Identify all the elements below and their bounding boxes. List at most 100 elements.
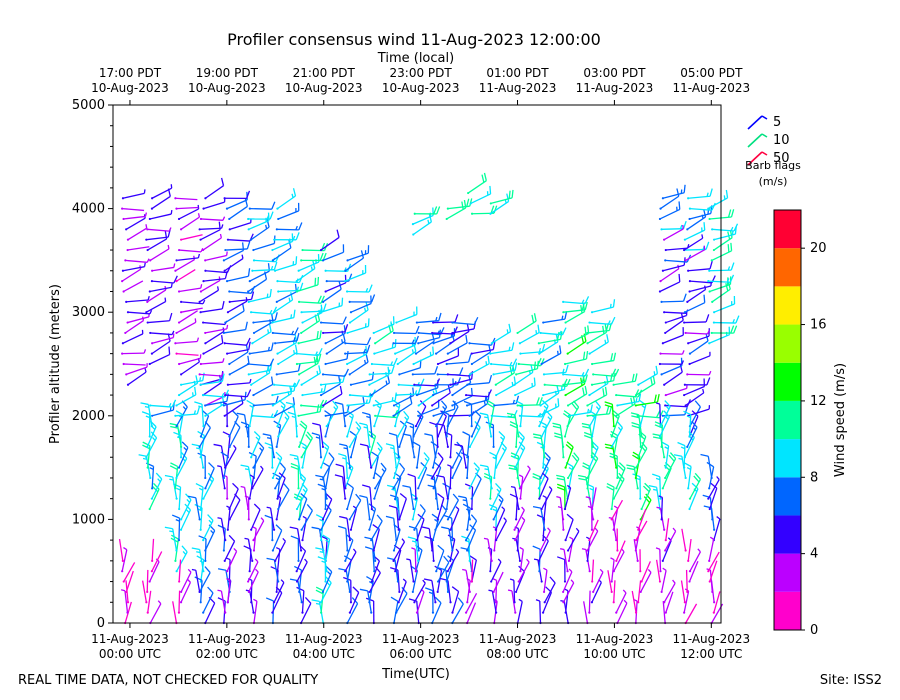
wind-barb	[397, 578, 407, 604]
wind-barb	[640, 482, 651, 511]
wind-barb	[588, 441, 599, 469]
wind-barb	[298, 355, 319, 376]
wind-barb	[175, 269, 196, 283]
wind-barb	[434, 565, 443, 594]
wind-barb	[658, 495, 664, 521]
wind-barb	[566, 385, 588, 407]
wind-barb	[396, 410, 410, 438]
wind-barb	[250, 431, 261, 459]
wind-barb	[445, 199, 467, 221]
wind-barb	[125, 363, 148, 376]
wind-barb	[175, 253, 201, 262]
wind-barb	[454, 443, 468, 469]
wind-barb	[414, 333, 435, 355]
wind-barbs-layer	[118, 172, 740, 625]
wind-barb	[122, 562, 136, 583]
wind-barb	[271, 524, 283, 552]
wind-barb	[683, 294, 706, 314]
wind-barb	[295, 276, 320, 293]
wind-barb	[513, 364, 534, 386]
wind-barb	[151, 538, 155, 562]
wind-barb	[388, 505, 400, 531]
top-axis-label: Time (local)	[377, 51, 454, 66]
wind-barb	[562, 568, 573, 594]
wind-barb	[180, 307, 203, 314]
wind-barb	[557, 556, 567, 583]
wind-barb	[516, 598, 523, 625]
wind-barb	[688, 333, 709, 355]
barb-legend-entry: 5	[747, 115, 781, 130]
wind-barb	[660, 293, 687, 303]
wind-barb	[688, 351, 711, 366]
wind-barb	[685, 569, 689, 594]
wind-barb	[468, 355, 490, 376]
wind-barb	[289, 454, 303, 480]
top-tick-label-date: 10-Aug-2023	[188, 81, 266, 95]
wind-barb	[637, 508, 647, 531]
wind-barb	[274, 537, 287, 562]
y-tick-label: 3000	[72, 305, 105, 320]
wind-barb	[431, 326, 458, 335]
wind-barb	[635, 375, 656, 397]
wind-barb	[664, 254, 692, 263]
wind-barb	[586, 536, 591, 562]
wind-barb	[652, 473, 662, 500]
wind-barb	[272, 579, 285, 604]
wind-barb	[431, 596, 442, 625]
wind-barb	[648, 484, 662, 511]
wind-barb	[616, 393, 642, 407]
colorbar-bin	[774, 286, 801, 325]
wind-barb	[392, 335, 419, 345]
wind-barb	[654, 421, 664, 448]
wind-barb	[431, 452, 444, 480]
wind-barb	[319, 316, 347, 325]
wind-barb	[518, 465, 531, 490]
wind-barb	[712, 315, 740, 324]
wind-barb	[423, 578, 437, 604]
wind-barb	[300, 504, 313, 531]
wind-barb	[664, 452, 677, 480]
wind-barb	[175, 318, 197, 335]
wind-barb	[324, 351, 349, 366]
wind-barb	[588, 375, 609, 397]
wind-barb	[122, 212, 148, 221]
wind-barb	[539, 327, 567, 336]
wind-barb	[344, 396, 365, 417]
x-tick-label-time: 10:00 UTC	[583, 647, 645, 661]
wind-barb	[556, 474, 569, 500]
wind-barb	[435, 544, 445, 573]
wind-barb	[636, 409, 664, 419]
wind-barb	[402, 484, 415, 511]
wind-barb	[252, 598, 258, 625]
wind-barb	[582, 462, 591, 490]
wind-barb	[588, 590, 591, 614]
wind-barb	[495, 517, 507, 542]
wind-barb	[321, 493, 333, 521]
wind-barb	[708, 326, 731, 345]
wind-barb	[149, 399, 177, 408]
wind-barb	[301, 242, 329, 252]
x-tick-label-time: 04:00 UTC	[293, 647, 355, 661]
wind-barb	[148, 346, 171, 366]
colorbar-bin	[774, 248, 801, 287]
wind-barb	[225, 268, 251, 283]
wind-barb	[509, 578, 516, 604]
wind-barb	[564, 513, 574, 542]
wind-barb	[684, 330, 710, 335]
wind-barb	[539, 451, 551, 480]
wind-barb	[277, 483, 290, 511]
wind-barb	[178, 559, 182, 583]
wind-barb	[395, 306, 418, 324]
wind-barb	[199, 276, 221, 293]
wind-barb	[372, 316, 395, 335]
wind-barb	[248, 342, 274, 355]
wind-barb	[590, 299, 616, 314]
wind-barb	[683, 588, 690, 614]
wind-barb	[141, 411, 151, 438]
wind-barb	[348, 354, 369, 376]
wind-barb	[126, 224, 148, 241]
barb-legend: 5 10 50 Barb flags (m/s)	[745, 115, 801, 188]
wind-barb	[468, 420, 481, 448]
wind-barb	[514, 516, 526, 542]
wind-barb	[483, 472, 493, 500]
